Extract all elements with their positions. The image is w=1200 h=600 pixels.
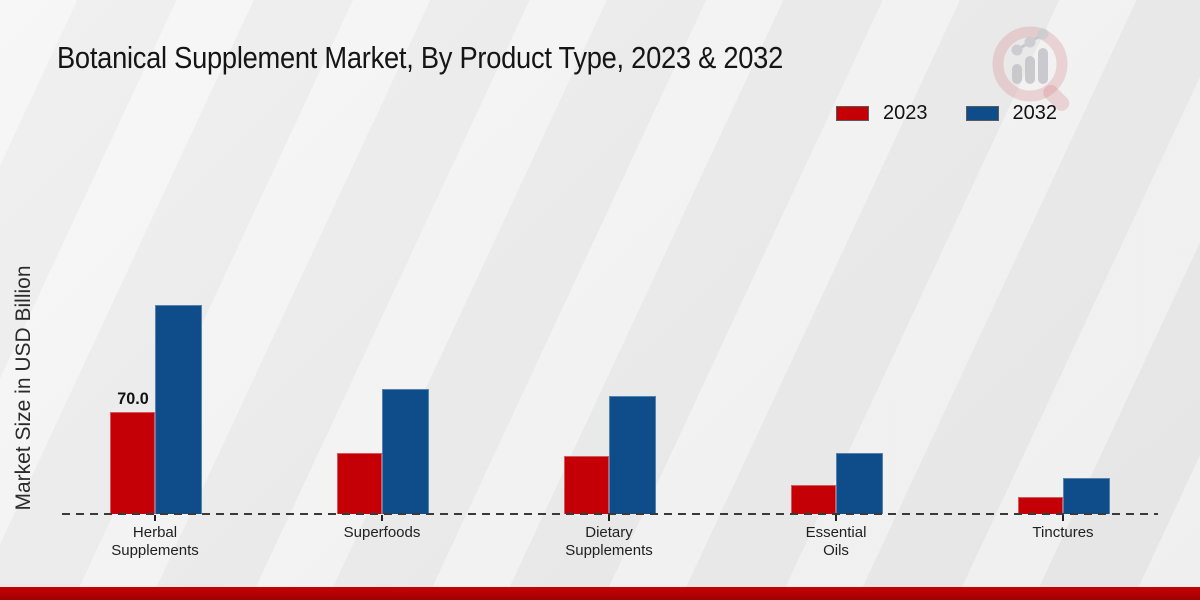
legend: 2023 2032 — [836, 102, 1057, 125]
category-label-dietary-supplements: Dietary Supplements — [565, 524, 653, 559]
legend-swatch-2032 — [965, 106, 999, 121]
x-axis-tick — [1062, 515, 1064, 521]
x-axis-tick — [835, 515, 837, 521]
legend-item-2032: 2032 — [965, 102, 1058, 125]
footer-brand-strip — [0, 587, 1200, 600]
bar-2032-herbal-supplements — [155, 305, 202, 514]
category-label-superfoods: Superfoods — [343, 524, 421, 541]
bar-2032-essential-oils — [836, 453, 883, 514]
x-axis-tick — [608, 515, 610, 521]
bar-2023-dietary-supplements — [564, 456, 609, 514]
category-label-essential-oils: Essential Oils — [805, 524, 867, 559]
legend-swatch-2023 — [836, 106, 869, 121]
legend-label-2023: 2023 — [883, 102, 928, 124]
magnifier-bar-chart-logo — [992, 26, 1070, 111]
legend-label-2032: 2032 — [1012, 102, 1058, 124]
x-axis-tick — [154, 515, 156, 521]
legend-item-2023: 2023 — [836, 102, 928, 125]
bar-2032-superfoods — [382, 389, 429, 514]
category-label-herbal-supplements: Herbal Supplements — [111, 524, 199, 559]
bar-2023-herbal-supplements — [110, 412, 155, 514]
x-axis-baseline — [62, 513, 1158, 515]
bar-value-label-2023-herbal-supplements: 70.0 — [116, 389, 149, 408]
bar-2023-superfoods — [337, 453, 382, 514]
chart-title: Botanical Supplement Market, By Product … — [57, 40, 784, 75]
x-axis-tick — [381, 515, 383, 521]
bar-2023-essential-oils — [791, 485, 836, 514]
category-label-tinctures: Tinctures — [1032, 524, 1094, 541]
bar-2032-tinctures — [1063, 478, 1110, 514]
bar-2023-tinctures — [1018, 497, 1063, 514]
bar-2032-dietary-supplements — [609, 396, 656, 514]
